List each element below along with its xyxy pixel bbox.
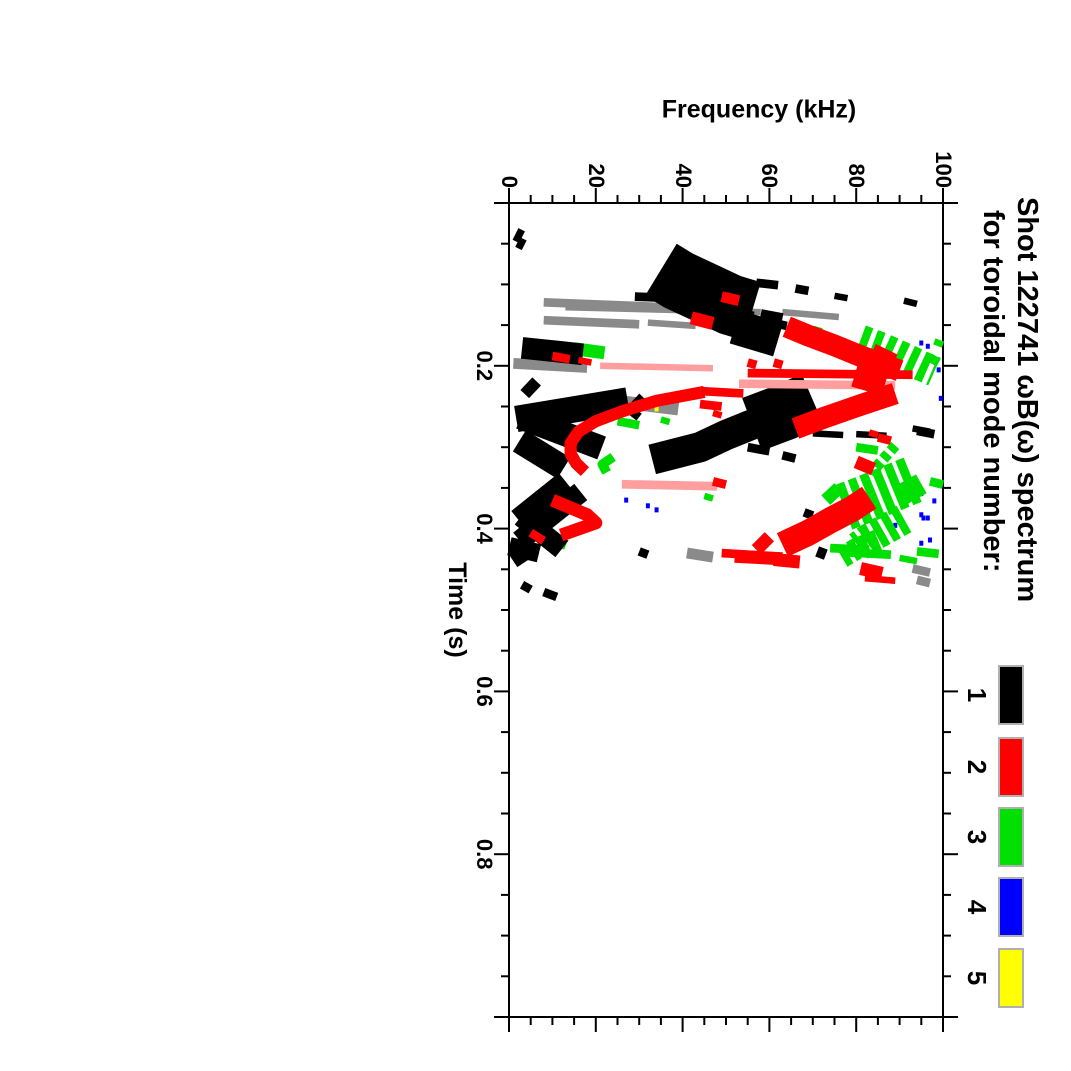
series-n-3 [542,325,945,568]
freq-tick-label-80: 80 [844,163,870,188]
freq-tick-label-60: 60 [757,163,783,188]
axis-ticks [494,188,958,1032]
time-tick-label-0.2: 0.2 [472,350,497,382]
freq-tick-label-100: 100 [931,151,956,188]
time-tick-label-0.4: 0.4 [472,513,497,544]
series-n-2 [528,291,913,584]
freq-tick-label-40: 40 [670,163,696,188]
series-n-1 [507,228,936,602]
freq-tick-label-0: 0 [497,175,522,188]
time-tick-label-0.8: 0.8 [472,838,497,870]
time-tick-label-0.6: 0.6 [472,676,497,707]
freq-tick-label-20: 20 [583,163,609,188]
data-layer [507,228,945,602]
